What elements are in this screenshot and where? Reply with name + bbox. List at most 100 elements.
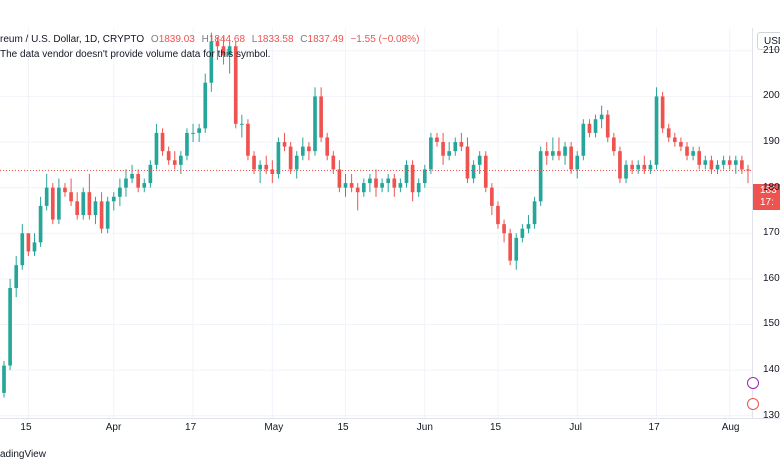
low-label: L [251,34,258,45]
replay-icon[interactable] [747,398,759,410]
x-tick-label: 15 [489,422,502,433]
candle-body [618,151,622,179]
candle-body [416,183,421,193]
candle-body [130,173,134,179]
candle-body [136,173,140,188]
candle-body [185,132,189,156]
candle-body [551,151,555,156]
candle-body [14,265,19,288]
candle-body [398,183,403,188]
candle-body [374,178,378,188]
candle-body [69,192,73,202]
candle-body [264,164,269,170]
candle-body [459,142,464,147]
y-tick-label: 2000 [763,90,780,102]
candle-body [386,178,391,184]
candle-body [733,160,738,165]
chart-area[interactable] [0,28,753,418]
candle-body [587,123,592,133]
candle-body [57,187,61,220]
candle-body [288,146,293,170]
candle-body [636,164,641,170]
candle-body [599,114,604,120]
candle-body [483,155,488,188]
candle-body [118,187,122,197]
candle-body [575,155,580,170]
candle-body [520,228,525,238]
footer: adingView [0,418,780,471]
tradingview-brand[interactable]: adingView [0,449,46,460]
candle-body [471,164,476,179]
candle-body [496,205,500,225]
candle-body [252,155,256,170]
candle-body [435,137,439,143]
candle-body [38,205,43,243]
candle-body [685,146,689,156]
candle-body [179,155,183,165]
y-tick-label: 1300 [763,409,780,421]
currency-button[interactable]: USD [757,32,780,50]
candle-body [87,192,92,216]
candle-body [453,142,458,152]
candle-body [343,183,348,188]
candle-body [526,224,531,229]
candle-body [672,137,677,143]
candle-body [392,178,397,188]
candle-body [648,164,653,170]
candle-body [490,187,494,206]
candle-body [63,187,67,193]
candle-body [349,183,354,188]
candle-body [227,46,232,56]
candle-body [721,160,726,165]
x-tick-label: 15 [20,422,32,433]
symbol-legend: reum / U.S. Dollar, 1D, CRYPTO O1839.03 … [0,34,419,45]
candle-body [325,137,330,156]
low-value: 1833.58 [257,34,294,45]
alert-icon[interactable] [747,377,759,389]
candle-body [715,164,720,170]
candle-body [50,187,55,220]
candle-body [593,119,598,133]
candle-body [2,365,6,393]
candle-body [740,160,744,170]
candle-body [703,160,708,165]
candle-body [727,160,732,165]
candle-body [697,151,702,165]
candle-body [191,132,195,134]
candle-body [307,146,311,152]
candle-body [660,96,665,129]
candle-body [209,41,214,83]
candle-body [514,237,519,261]
vendor-note: The data vendor doesn't provide volume d… [0,49,271,60]
candle-body [563,146,567,156]
candle-body [124,178,128,188]
candle-body [276,142,281,174]
candle-body [197,128,201,133]
candle-body [75,201,80,216]
candle-body [532,201,537,225]
candle-body [221,46,226,56]
candle-body [215,41,220,47]
candle-body [166,151,171,161]
y-tick-label: 1900 [763,136,780,148]
candle-body [679,142,683,147]
candle-body [508,233,512,261]
candle-body [642,164,647,170]
x-tick-label: 15 [337,422,349,433]
y-tick-label: 1700 [763,227,780,239]
x-tick-label: Apr [105,422,122,433]
candle-body [148,164,153,184]
candle-body [666,128,671,138]
candle-body [538,151,543,202]
candle-body [319,96,323,138]
candle-body [465,146,470,179]
candle-body [32,242,37,252]
candlestick-chart[interactable] [0,28,752,418]
candle-body [203,82,208,129]
candle-body [502,224,506,234]
candle-body [355,187,360,193]
candle-body [477,155,482,165]
open-value: 1839.03 [158,34,195,45]
x-tick-label: May [264,422,284,433]
y-tick-label: 1800 [763,181,780,193]
